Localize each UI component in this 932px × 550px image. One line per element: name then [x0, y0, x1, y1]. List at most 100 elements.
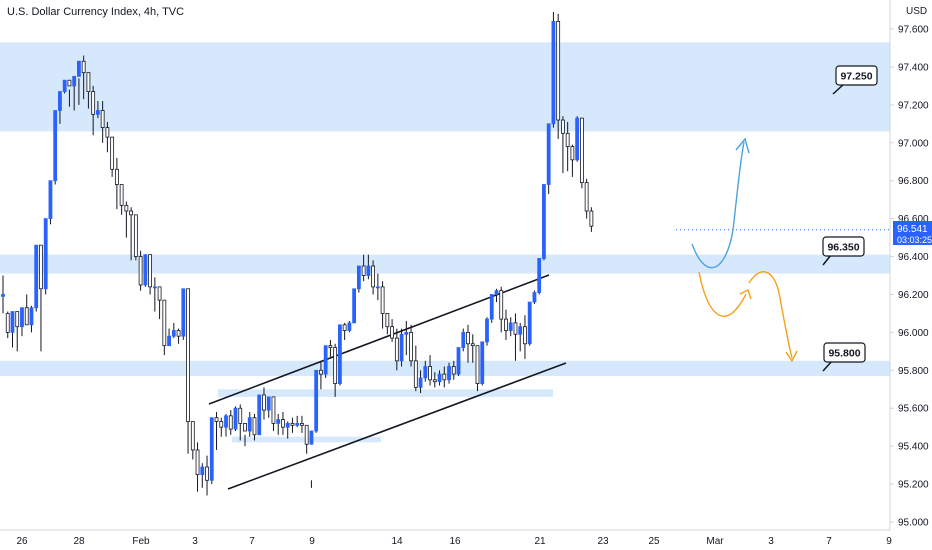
- candle-body: [285, 422, 290, 428]
- candle-body: [589, 210, 594, 227]
- candle-body: [508, 322, 513, 331]
- x-tick-label: 16: [449, 536, 461, 547]
- channel-lower-line: [227, 362, 567, 490]
- candle-body: [186, 288, 190, 422]
- candle-body: [314, 369, 319, 432]
- y-tick-label: 96.000: [898, 328, 929, 339]
- candle-body: [309, 430, 314, 445]
- candle-body: [271, 396, 276, 424]
- candle-body: [342, 324, 347, 331]
- candle-body: [470, 343, 475, 347]
- candle-body: [167, 335, 171, 347]
- bearish-projection-path-2: [748, 271, 793, 359]
- candle-body: [428, 366, 432, 381]
- level-label-pointer: [822, 254, 832, 266]
- axes: [0, 0, 891, 531]
- last-price-marker: 96.541 03:03:25: [893, 221, 932, 245]
- candle-body: [195, 449, 200, 475]
- last-price-value: 96.541: [897, 224, 928, 235]
- candle-body: [333, 347, 338, 384]
- candle-body: [328, 345, 333, 348]
- x-tick-label: Feb: [132, 536, 150, 547]
- projected-paths: [691, 137, 798, 363]
- candle-body: [352, 288, 357, 324]
- level-label-pointer: [822, 360, 833, 372]
- candle-body: [475, 345, 480, 384]
- candle-body: [266, 396, 271, 411]
- candle-body: [570, 146, 575, 161]
- x-tick-label: Mar: [706, 536, 724, 547]
- x-tick-label: 14: [391, 536, 403, 547]
- candle-body: [542, 184, 546, 259]
- x-tick-label: 21: [534, 536, 546, 547]
- candle-body: [257, 394, 262, 436]
- candle-body: [96, 110, 100, 115]
- x-tick-label: 7: [249, 536, 255, 547]
- candle-body: [504, 318, 508, 331]
- candle-body: [5, 313, 10, 333]
- candle-body: [176, 330, 181, 337]
- level-label-text: 95.800: [828, 348, 860, 360]
- candle-body: [162, 299, 167, 347]
- candle-body: [86, 72, 91, 92]
- candlestick-series: [1, 11, 890, 496]
- candle-body: [252, 417, 257, 436]
- candle-body: [124, 204, 129, 212]
- x-tick-label: 25: [648, 536, 660, 547]
- candle-body: [409, 331, 413, 362]
- candle-body: [466, 331, 470, 345]
- candle-body: [461, 331, 466, 348]
- bearish-projection-path-1: [698, 271, 747, 317]
- candle-body: [43, 218, 48, 290]
- candle-body: [480, 341, 485, 384]
- candle-body: [423, 366, 428, 379]
- candle-body: [371, 265, 376, 288]
- candle-body: [148, 254, 152, 288]
- candle-body: [224, 415, 228, 428]
- candle-body: [20, 307, 24, 328]
- zone-band: [0, 42, 890, 132]
- candle-body: [133, 214, 138, 257]
- y-tick-label: 97.600: [898, 25, 929, 36]
- last-price-badge: [893, 221, 932, 245]
- candle-body: [129, 210, 134, 216]
- candle-body: [247, 417, 252, 432]
- candle-body: [100, 110, 105, 128]
- candle-body: [575, 117, 580, 161]
- candle-body: [323, 345, 328, 375]
- candle-body: [205, 466, 209, 481]
- candle-body: [238, 407, 243, 424]
- candle-body: [513, 322, 518, 335]
- currency-label: USD: [906, 6, 927, 17]
- candle-body: [152, 286, 157, 289]
- candle-body: [67, 79, 72, 87]
- y-tick-label: 95.600: [898, 404, 929, 415]
- level-label-text: 96.350: [827, 242, 859, 254]
- candle-body: [15, 311, 20, 328]
- candle-body: [214, 417, 219, 422]
- candle-body: [494, 290, 499, 295]
- candle-body: [432, 379, 437, 383]
- candle-body: [447, 366, 451, 381]
- last-price-countdown: 03:03:25: [897, 235, 932, 245]
- candle-body: [518, 326, 523, 335]
- candle-body: [243, 422, 247, 432]
- x-tick-label: 3: [768, 536, 774, 547]
- candle-body: [219, 421, 224, 428]
- candle-body: [34, 244, 39, 309]
- candle-body: [375, 286, 380, 289]
- candle-body: [72, 76, 77, 87]
- candle-body: [200, 466, 205, 475]
- candle-body: [276, 419, 281, 424]
- candle-body: [10, 311, 15, 333]
- zone-band: [0, 254, 890, 274]
- candle-body: [77, 60, 81, 77]
- candle-body: [561, 119, 565, 134]
- bearish-projection-arrowhead-1: [739, 289, 752, 300]
- y-tick-label: 96.200: [898, 290, 929, 301]
- y-tick-label: 97.000: [898, 138, 929, 149]
- candle-body: [91, 91, 96, 115]
- candle-body: [181, 288, 186, 337]
- candle-body: [413, 360, 418, 388]
